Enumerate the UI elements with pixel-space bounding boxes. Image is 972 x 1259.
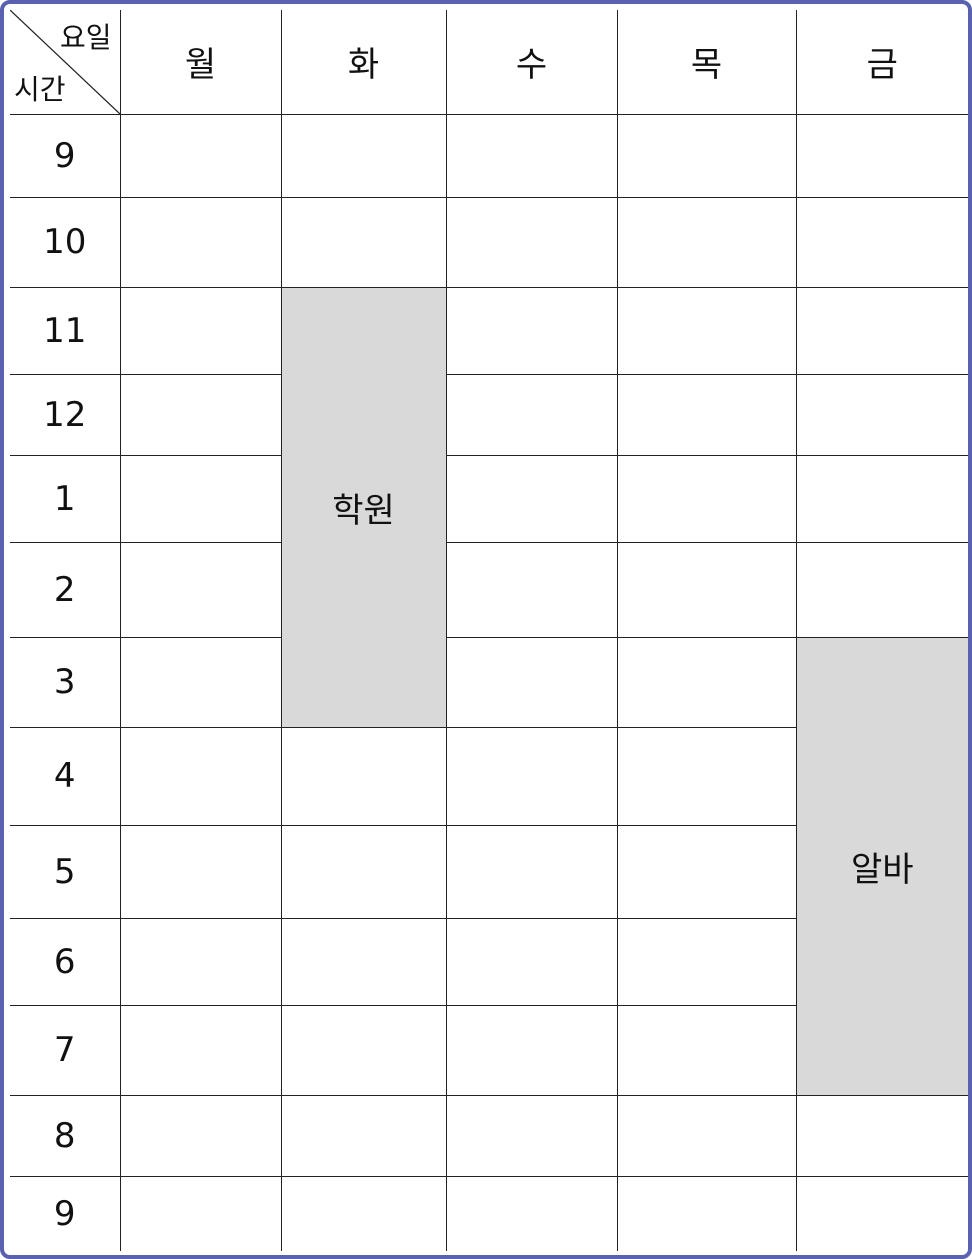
hour-label: 9 <box>10 113 121 198</box>
slot-cell <box>616 1004 796 1096</box>
slot-cell <box>616 1094 797 1177</box>
slot-cell <box>795 286 968 375</box>
table-row: 4 <box>10 726 968 826</box>
slot-cell <box>616 1175 797 1251</box>
slot-cell <box>445 917 618 1006</box>
slot-cell <box>280 196 447 288</box>
day-header-thu: 목 <box>616 10 797 115</box>
corner-day-label: 요일 <box>59 21 112 54</box>
slot-cell <box>280 726 447 826</box>
slot-cell <box>119 286 282 375</box>
slot-cell <box>445 1175 618 1251</box>
hour-label: 11 <box>10 286 121 375</box>
timetable: 요일 시간 월 화 수 목 금 9 10 <box>10 10 968 1251</box>
hour-label: 6 <box>10 917 121 1006</box>
table-row: 10 <box>10 196 968 288</box>
slot-cell <box>445 726 618 826</box>
hour-label: 2 <box>10 541 121 638</box>
slot-cell <box>445 541 618 638</box>
hour-label: 12 <box>10 373 121 456</box>
event-block-tuesday[interactable]: 학원 <box>280 286 447 728</box>
header-row: 요일 시간 월 화 수 목 금 <box>10 10 968 115</box>
event-block-friday[interactable]: 알바 <box>795 636 968 1096</box>
table-row: 1 <box>10 454 968 543</box>
slot-cell <box>280 1094 447 1177</box>
slot-cell <box>119 1094 282 1177</box>
corner-time-label: 시간 <box>14 72 66 106</box>
slot-cell <box>119 1175 282 1251</box>
slot-cell <box>616 113 797 198</box>
slot-cell <box>616 636 797 728</box>
slot-cell <box>616 541 797 638</box>
day-header-fri: 금 <box>795 10 968 115</box>
slot-cell <box>119 373 282 456</box>
slot-cell <box>280 1004 447 1096</box>
table-row: 11 학원 <box>10 286 968 728</box>
slot-cell <box>445 286 618 375</box>
day-header-mon: 월 <box>119 10 282 115</box>
hour-label: 10 <box>10 196 121 288</box>
table-row: 8 <box>10 1094 968 1177</box>
slot-cell <box>445 454 618 543</box>
slot-cell <box>445 196 618 288</box>
corner-diagonal-line <box>10 10 119 113</box>
hour-label: 8 <box>10 1094 121 1177</box>
slot-cell <box>795 1094 968 1177</box>
slot-cell <box>616 373 797 456</box>
slot-cell <box>616 454 797 543</box>
corner-header: 요일 시간 <box>10 10 121 115</box>
slot-cell <box>795 541 968 638</box>
slot-cell <box>795 1175 968 1251</box>
table-row: 2 <box>10 541 968 638</box>
slot-cell <box>616 917 796 1006</box>
table-row: 9 <box>10 113 968 198</box>
slot-cell <box>119 196 282 288</box>
slot-cell <box>445 1094 618 1177</box>
hour-label: 4 <box>10 726 121 826</box>
hour-label: 3 <box>10 636 121 728</box>
slot-cell <box>445 113 618 198</box>
hour-label: 5 <box>10 824 121 919</box>
slot-cell <box>616 824 796 919</box>
slot-cell <box>616 196 797 288</box>
slot-cell <box>280 1175 447 1251</box>
slot-cell <box>119 1004 282 1096</box>
slot-cell <box>280 113 447 198</box>
slot-cell <box>445 824 618 919</box>
slot-cell <box>616 286 797 375</box>
slot-cell <box>119 541 282 638</box>
slot-cell <box>795 454 968 543</box>
slot-cell <box>119 636 282 728</box>
slot-cell <box>616 726 796 826</box>
table-row: 6 <box>10 917 968 1006</box>
slot-cell <box>119 726 282 826</box>
table-row: 3 알바 <box>10 636 968 1096</box>
table-row: 12 <box>10 373 968 456</box>
day-header-wed: 수 <box>445 10 618 115</box>
slot-cell <box>280 824 447 919</box>
slot-cell <box>795 373 968 456</box>
slot-cell <box>445 636 618 728</box>
slot-cell <box>119 113 282 198</box>
slot-cell <box>445 373 618 456</box>
slot-cell <box>445 1004 618 1096</box>
slot-cell <box>119 917 282 1006</box>
slot-cell <box>795 196 968 288</box>
slot-cell <box>119 824 282 919</box>
table-row: 9 <box>10 1175 968 1251</box>
slot-cell <box>795 113 968 198</box>
slot-cell <box>119 454 282 543</box>
hour-label: 9 <box>10 1175 121 1251</box>
day-header-tue: 화 <box>280 10 447 115</box>
table-row: 7 <box>10 1004 968 1096</box>
slot-cell <box>280 917 447 1006</box>
hour-label: 1 <box>10 454 121 543</box>
hour-label: 7 <box>10 1004 121 1096</box>
